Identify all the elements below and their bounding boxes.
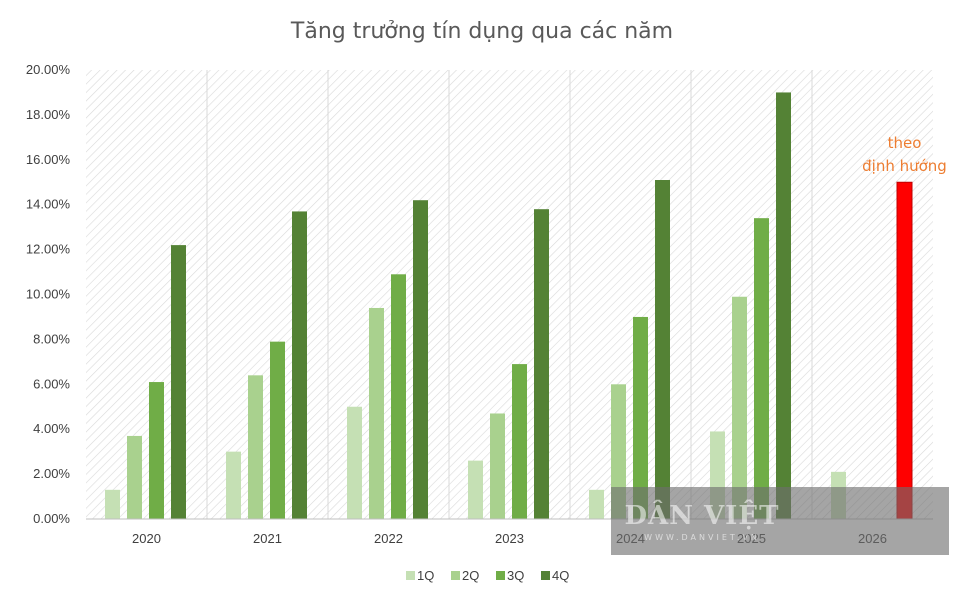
legend-swatch-3Q bbox=[496, 571, 505, 580]
bar-2024-3Q bbox=[633, 316, 648, 519]
legend-label-1Q: 1Q bbox=[417, 568, 434, 583]
bar-2026-4Q bbox=[896, 181, 913, 520]
x-tick-label: 2021 bbox=[253, 531, 282, 546]
x-tick-label: 2023 bbox=[495, 531, 524, 546]
bar-2025-2Q bbox=[732, 296, 747, 519]
bar-2020-3Q bbox=[149, 382, 164, 519]
annotation: theo định hướng bbox=[862, 134, 947, 175]
y-tick-label: 6.00% bbox=[33, 376, 70, 391]
bar-2022-1Q bbox=[347, 406, 362, 519]
y-tick-label: 2.00% bbox=[33, 466, 70, 481]
annotation-line: theo bbox=[888, 134, 922, 152]
bar-2023-2Q bbox=[490, 413, 505, 519]
bar-2024-4Q bbox=[655, 180, 670, 519]
watermark-text: DÂN VIỆT bbox=[624, 499, 779, 531]
bar-2022-3Q bbox=[391, 274, 406, 519]
bar-2023-3Q bbox=[512, 364, 527, 519]
bar-2021-4Q bbox=[292, 211, 307, 519]
bar-2021-2Q bbox=[248, 375, 263, 519]
y-axis-ticks: 0.00% 2.00% 4.00% 6.00% 8.00% 10.00% 12.00% 14.… bbox=[26, 62, 71, 526]
x-tick-label: 2020 bbox=[132, 531, 161, 546]
x-tick-label: 2022 bbox=[374, 531, 403, 546]
plot-area bbox=[86, 70, 933, 519]
bar-2024-1Q bbox=[589, 489, 604, 519]
legend-label-2Q: 2Q bbox=[462, 568, 479, 583]
legend-swatch-4Q bbox=[541, 571, 550, 580]
bar-2020-4Q bbox=[171, 245, 186, 520]
bars bbox=[105, 92, 913, 520]
y-tick-label: 10.00% bbox=[26, 287, 71, 302]
bar-2020-2Q bbox=[127, 435, 142, 519]
watermark: DÂN VIỆT WWW.DANVIET.VN bbox=[611, 487, 949, 555]
legend-swatch-1Q bbox=[406, 571, 415, 580]
chart-title: Tăng trưởng tín dụng qua các năm bbox=[290, 19, 673, 44]
y-tick-label: 18.00% bbox=[26, 107, 71, 122]
bar-2020-1Q bbox=[105, 489, 120, 519]
y-tick-label: 4.00% bbox=[33, 421, 70, 436]
bar-2023-4Q bbox=[534, 209, 549, 519]
bar-2024-2Q bbox=[611, 384, 626, 519]
bar-2022-2Q bbox=[369, 307, 384, 519]
legend-label-3Q: 3Q bbox=[507, 568, 524, 583]
legend-label-4Q: 4Q bbox=[552, 568, 569, 583]
bar-2023-1Q bbox=[468, 460, 483, 519]
watermark-subtext: WWW.DANVIET.VN bbox=[644, 533, 760, 542]
bar-2022-4Q bbox=[413, 200, 428, 519]
y-tick-label: 16.00% bbox=[26, 152, 71, 167]
bar-2021-1Q bbox=[226, 451, 241, 519]
y-tick-label: 8.00% bbox=[33, 331, 70, 346]
legend-swatch-2Q bbox=[451, 571, 460, 580]
bar-2025-4Q bbox=[776, 92, 791, 519]
y-tick-label: 20.00% bbox=[26, 62, 71, 77]
annotation-line: định hướng bbox=[862, 157, 947, 175]
y-tick-label: 12.00% bbox=[26, 242, 71, 257]
bar-2021-3Q bbox=[270, 341, 285, 519]
watermark-box bbox=[611, 487, 949, 555]
bar-2025-3Q bbox=[754, 218, 769, 520]
y-tick-label: 14.00% bbox=[26, 197, 71, 212]
y-tick-label: 0.00% bbox=[33, 511, 70, 526]
category-grid bbox=[206, 70, 813, 519]
legend: 1Q 2Q 3Q 4Q bbox=[406, 568, 569, 583]
